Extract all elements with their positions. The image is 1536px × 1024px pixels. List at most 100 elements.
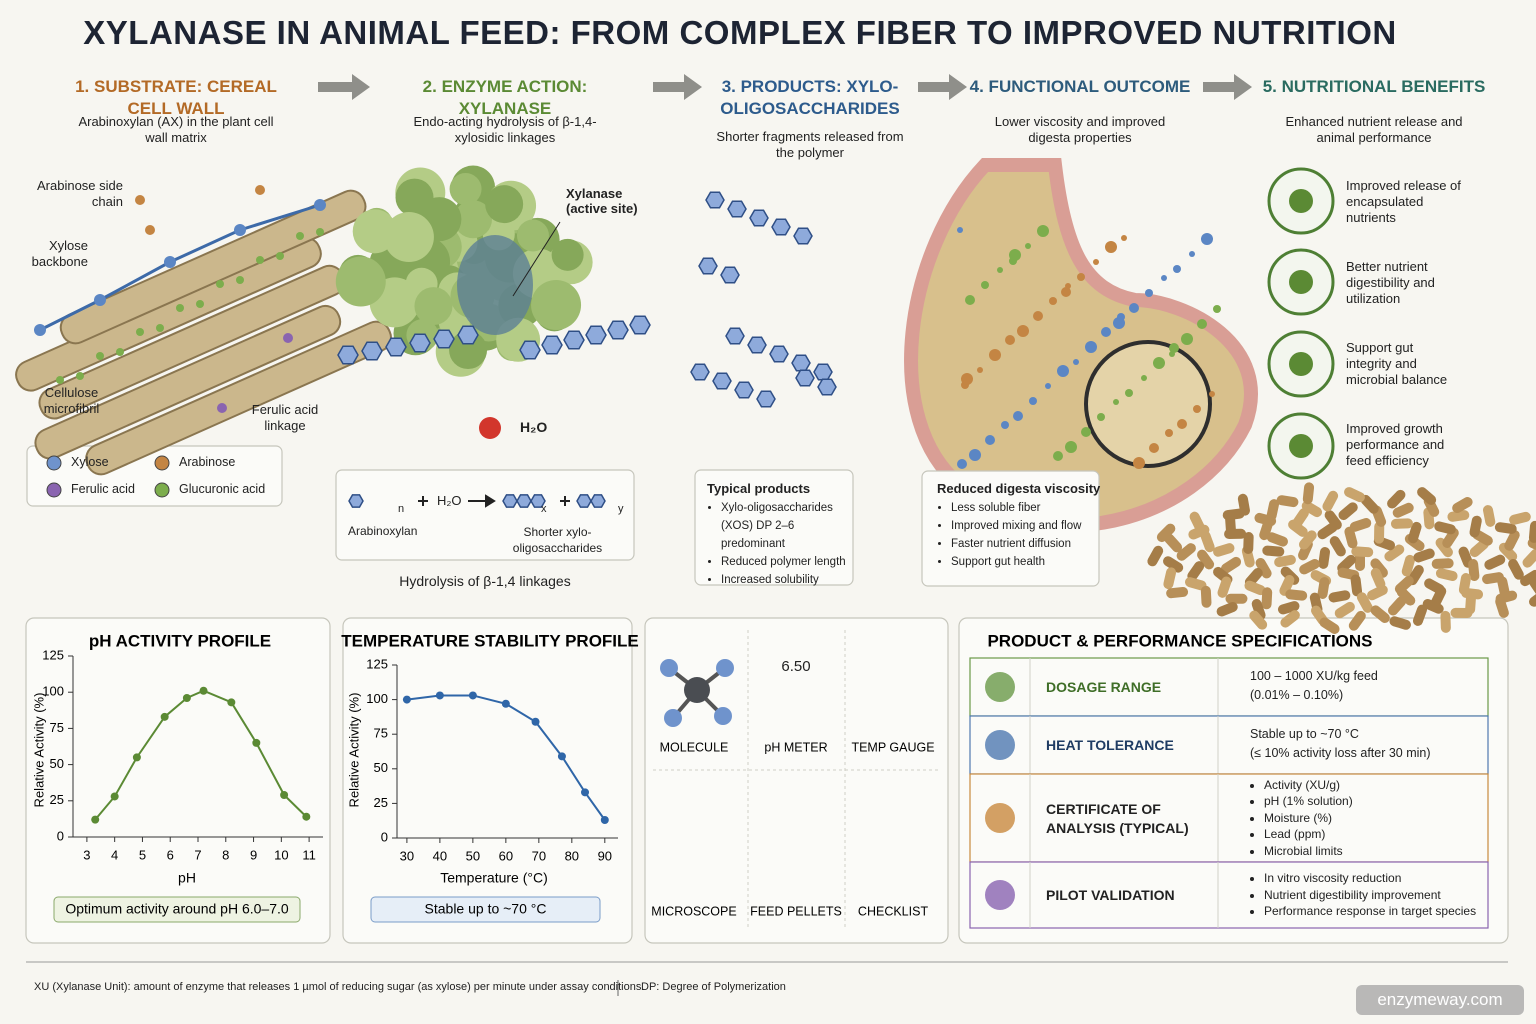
spec-item: Nutrient digestibility improvement [1264, 887, 1476, 903]
data-point [182, 693, 191, 702]
digesta-particle [1133, 457, 1145, 469]
arrow [1203, 74, 1252, 100]
feed-pellet [1261, 587, 1273, 610]
feed-pellet [1520, 569, 1536, 587]
feed-pellet [1298, 530, 1317, 550]
digesta-particle [1005, 335, 1015, 345]
feed-pellet [1222, 508, 1245, 521]
x-tick-label: 50 [466, 848, 480, 863]
x-tick-label: 70 [532, 848, 546, 863]
feed-pellet [1387, 489, 1406, 509]
spec-item: In vitro viscosity reduction [1264, 870, 1476, 886]
data-point [581, 788, 590, 797]
footer-note: XU (Xylanase Unit): amount of enzyme tha… [34, 981, 645, 993]
spec-icon [985, 672, 1015, 702]
feed-pellet [1220, 556, 1242, 574]
y-tick-label: 50 [50, 756, 64, 771]
glucuronic-bead [96, 352, 104, 360]
feed-pellet [1350, 574, 1363, 597]
benefit-glyph [1289, 189, 1313, 213]
spec-item: Lead (ppm) [1264, 826, 1353, 842]
callout-line [512, 221, 561, 297]
feed-pellet [1396, 587, 1416, 606]
x-tick-label: 10 [274, 847, 288, 862]
y-tick-label: 100 [366, 691, 388, 706]
digesta-particle [1121, 235, 1127, 241]
callout: Xylanase (active site) [566, 186, 638, 216]
water-label: H₂O [520, 419, 548, 435]
box-item: Support gut health [951, 553, 1106, 571]
digesta-particle [1061, 287, 1071, 297]
box-item: Faster nutrient diffusion [951, 535, 1106, 553]
glucuronic-bead [216, 280, 224, 288]
digesta-particle [1145, 289, 1153, 297]
tool-dividers [653, 630, 940, 930]
feed-pellet [1447, 510, 1470, 522]
digesta-particle [1073, 359, 1079, 365]
feed-pellet [1508, 559, 1524, 580]
digesta-particle [1009, 249, 1021, 261]
equation-water: H₂O [437, 493, 462, 508]
y-tick-label: 0 [381, 829, 388, 844]
step-heading: 3. PRODUCTS: XYLO-OLIGOSACCHARIDES [720, 77, 900, 118]
panel [644, 617, 949, 944]
ferulic-unit [217, 403, 227, 413]
feed-pellet [1318, 547, 1330, 569]
digesta-particle [1013, 411, 1023, 421]
equation-signs [418, 494, 570, 508]
x-tick-label: 6 [167, 847, 174, 862]
feed-pellet [1324, 510, 1342, 530]
arrow [653, 74, 702, 100]
equation-unit [516, 494, 532, 508]
equation-unit [530, 494, 546, 508]
data-point [280, 791, 289, 800]
xos-unit [749, 209, 769, 227]
ferulic-unit [283, 333, 293, 343]
data-point [110, 792, 119, 801]
step-heading: 4. FUNCTIONAL OUTCOME [969, 77, 1191, 96]
equation-index: x [541, 503, 547, 515]
digesta-particle [1017, 325, 1029, 337]
xylan-unit [629, 315, 651, 335]
xylan-unit [563, 330, 585, 350]
feed-pellet [1200, 585, 1212, 608]
xos-unit [690, 363, 710, 381]
x-tick-label: 60 [499, 848, 513, 863]
digesta-particle [1033, 311, 1043, 321]
spec-value: Stable up to ~70 °C [1250, 727, 1359, 741]
data-point [160, 712, 169, 721]
atom [714, 707, 732, 725]
annotation-box [53, 896, 301, 923]
feed-pellet [1392, 502, 1414, 518]
spec-item: Microbial limits [1264, 843, 1353, 859]
spec-label: DOSAGE RANGE [1046, 679, 1162, 695]
feed-pellet [1279, 574, 1295, 596]
equation-box [335, 469, 635, 561]
spec-list: In vitro viscosity reductionNutrient dig… [1250, 870, 1476, 919]
feed-pellet [1509, 511, 1531, 525]
glucuronic-bead [256, 256, 264, 264]
spec-row [969, 773, 1489, 863]
water-molecule [479, 417, 501, 439]
spec-icon [985, 730, 1015, 760]
feed-pellet [1243, 532, 1254, 555]
legend-label: Ferulic acid [71, 482, 135, 496]
benefit-glyph [1289, 434, 1313, 458]
feed-pellet [1370, 605, 1390, 623]
feed-pellet [1255, 557, 1272, 579]
data-point [302, 812, 311, 821]
glucuronic-bead [276, 252, 284, 260]
feed-pellet [1434, 521, 1456, 535]
digesta-particle [1101, 327, 1111, 337]
feed-pellet [1184, 577, 1207, 591]
xos-unit [793, 227, 813, 245]
feed-pellet [1301, 500, 1323, 518]
specs-title: PRODUCT & PERFORMANCE SPECIFICATIONS [987, 631, 1372, 650]
callout: Arabinose side chain [37, 178, 123, 209]
x-tick-label: 8 [222, 847, 229, 862]
xylose-unit [34, 324, 46, 336]
digesta-particle [977, 367, 983, 373]
equation-unit [590, 494, 606, 508]
digesta-particle [1149, 443, 1159, 453]
feed-pellet [1435, 537, 1453, 558]
